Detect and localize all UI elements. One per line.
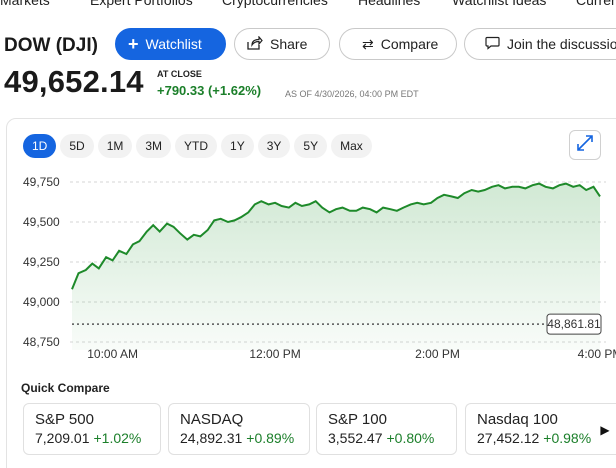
compare-change: +0.80% (386, 430, 435, 446)
caret-right-icon: ▶ (600, 423, 610, 437)
price-area-fill (72, 183, 600, 350)
y-tick-label: 48,750 (23, 335, 60, 349)
top-nav: Markets Expert Portfolios Cryptocurrenci… (0, 0, 616, 10)
compare-value: 27,452.12 (477, 430, 540, 446)
x-tick-label: 2:00 PM (415, 347, 460, 361)
expand-icon (576, 134, 594, 157)
nav-item-cryptocurrencies[interactable]: Cryptocurrencies (222, 0, 328, 8)
compare-card-sp100[interactable]: S&P 100 3,552.47 +0.80% (316, 403, 457, 455)
compare-value: 24,892.31 (180, 430, 243, 446)
previous-close-badge: 48,861.81 (546, 313, 602, 335)
nav-item-headlines[interactable]: Headlines (358, 0, 421, 8)
share-button[interactable]: Share (234, 28, 330, 60)
compare-value: 7,209.01 (35, 430, 90, 446)
x-tick-label: 10:00 AM (87, 347, 138, 361)
compare-change: +1.02% (93, 430, 142, 446)
as-of-timestamp: AS OF 4/30/2026, 04:00 PM EDT (285, 89, 419, 99)
compare-change: +0.98% (543, 430, 592, 446)
previous-close-value: 48,861.81 (547, 317, 601, 331)
compare-card-sp500[interactable]: S&P 500 7,209.01 +1.02% (23, 403, 161, 455)
plus-icon: + (128, 33, 139, 54)
next-compare-button[interactable]: ▶ (594, 416, 616, 444)
range-tab-3m[interactable]: 3M (136, 134, 172, 158)
range-tab-5d[interactable]: 5D (60, 134, 94, 158)
expand-chart-button[interactable] (569, 130, 601, 160)
join-discussion-button[interactable]: Join the discussion (464, 28, 616, 60)
compare-label: Compare (380, 36, 439, 52)
range-tab-5y[interactable]: 5Y (294, 134, 328, 158)
range-tabs: 1D 5D 1M 3M YTD 1Y 3Y 5Y Max (23, 134, 372, 158)
price-chart[interactable]: 48,861.81 49,750 49,500 49,250 49,000 48,750… (0, 170, 616, 370)
watchlist-label: Watchlist (145, 36, 202, 52)
x-tick-label: 4:00 PM (578, 347, 616, 361)
compare-name: Nasdaq 100 (477, 411, 558, 428)
compare-name: S&P 100 (328, 411, 387, 428)
nav-item-currencies[interactable]: Curren (576, 0, 616, 8)
share-icon (247, 34, 263, 53)
compare-name: NASDAQ (180, 411, 244, 428)
y-tick-label: 49,500 (23, 215, 60, 229)
range-tab-max[interactable]: Max (331, 134, 372, 158)
nav-item-markets[interactable]: Markets (0, 0, 50, 8)
compare-change: +0.89% (246, 430, 295, 446)
x-tick-label: 12:00 PM (249, 347, 300, 361)
range-tab-ytd[interactable]: YTD (175, 134, 218, 158)
chat-bubble-icon (485, 36, 500, 53)
compare-value: 3,552.47 (328, 430, 383, 446)
range-tab-1y[interactable]: 1Y (221, 134, 254, 158)
share-label: Share (270, 36, 308, 52)
y-tick-label: 49,750 (23, 175, 60, 189)
range-tab-1m[interactable]: 1M (97, 134, 133, 158)
swap-arrows-icon: ⇄ (362, 35, 374, 52)
price-change: +790.33 (+1.62%) (157, 83, 262, 98)
compare-card-nasdaq[interactable]: NASDAQ 24,892.31 +0.89% (168, 403, 310, 455)
y-tick-label: 49,000 (23, 295, 60, 309)
watchlist-button[interactable]: + Watchlist (115, 28, 226, 60)
price-line (71, 182, 601, 290)
nav-item-expert-portfolios[interactable]: Expert Portfolios (90, 0, 193, 8)
quick-compare-title: Quick Compare (21, 381, 110, 395)
range-tab-1d[interactable]: 1D (23, 134, 57, 158)
ticker-title: DOW (DJI) (4, 35, 98, 56)
compare-card-nasdaq100[interactable]: Nasdaq 100 27,452.12 +0.98% (465, 403, 616, 455)
join-discussion-label: Join the discussion (507, 36, 616, 52)
compare-button[interactable]: ⇄ Compare (339, 28, 457, 60)
y-tick-label: 49,250 (23, 255, 60, 269)
range-tab-3y[interactable]: 3Y (257, 134, 291, 158)
at-close-label: AT CLOSE (157, 69, 202, 79)
last-price: 49,652.14 (4, 64, 144, 99)
nav-item-watchlist-ideas[interactable]: Watchlist Ideas (452, 0, 547, 8)
compare-name: S&P 500 (35, 411, 94, 428)
